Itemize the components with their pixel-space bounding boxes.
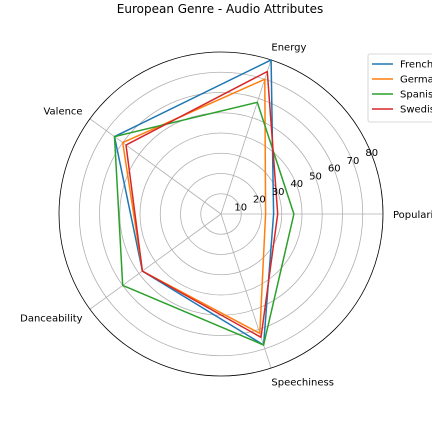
radial-tick-labels: 10 20 30 40 50 60 70 80	[234, 148, 378, 213]
r-tick-label-10: 10	[234, 202, 247, 213]
legend-label-1: German	[400, 75, 432, 86]
r-tick-label-40: 40	[290, 179, 303, 190]
spoke-3	[89, 213, 222, 310]
spoke-2	[89, 118, 222, 215]
r-tick-label-20: 20	[253, 195, 266, 206]
r-tick-label-60: 60	[328, 164, 341, 175]
axis-labels: Popularity Energy Valence Danceability Speec…	[20, 43, 432, 389]
series-line-1	[121, 78, 267, 335]
r-tick-label-30: 30	[272, 187, 285, 198]
axis-label-3: Danceability	[20, 314, 83, 325]
spoke-1	[220, 59, 272, 215]
legend-label-0: French	[400, 60, 432, 71]
axis-label-0: Popularity	[393, 210, 432, 221]
legend-box	[367, 53, 432, 123]
r-tick-label-80: 80	[365, 148, 378, 159]
spoke-4	[220, 213, 272, 369]
legend-label-2: Spanish	[400, 90, 432, 101]
series-line-2	[113, 101, 295, 346]
legend-label-3: Swedish	[400, 105, 432, 116]
chart-title: European Genre - Audio Attributes	[117, 2, 323, 16]
r-tick-label-70: 70	[347, 156, 360, 167]
axis-label-2: Valence	[43, 107, 82, 118]
series-line-0	[113, 59, 275, 346]
outer-frame	[58, 51, 384, 377]
radar-grid	[58, 51, 384, 377]
radar-series	[113, 59, 295, 346]
series-line-3	[125, 70, 279, 339]
axis-label-1: Energy	[271, 43, 306, 54]
legend: French German Spanish Swedish	[367, 53, 432, 123]
axis-label-4: Speechiness	[271, 377, 334, 388]
r-tick-label-50: 50	[309, 171, 322, 182]
